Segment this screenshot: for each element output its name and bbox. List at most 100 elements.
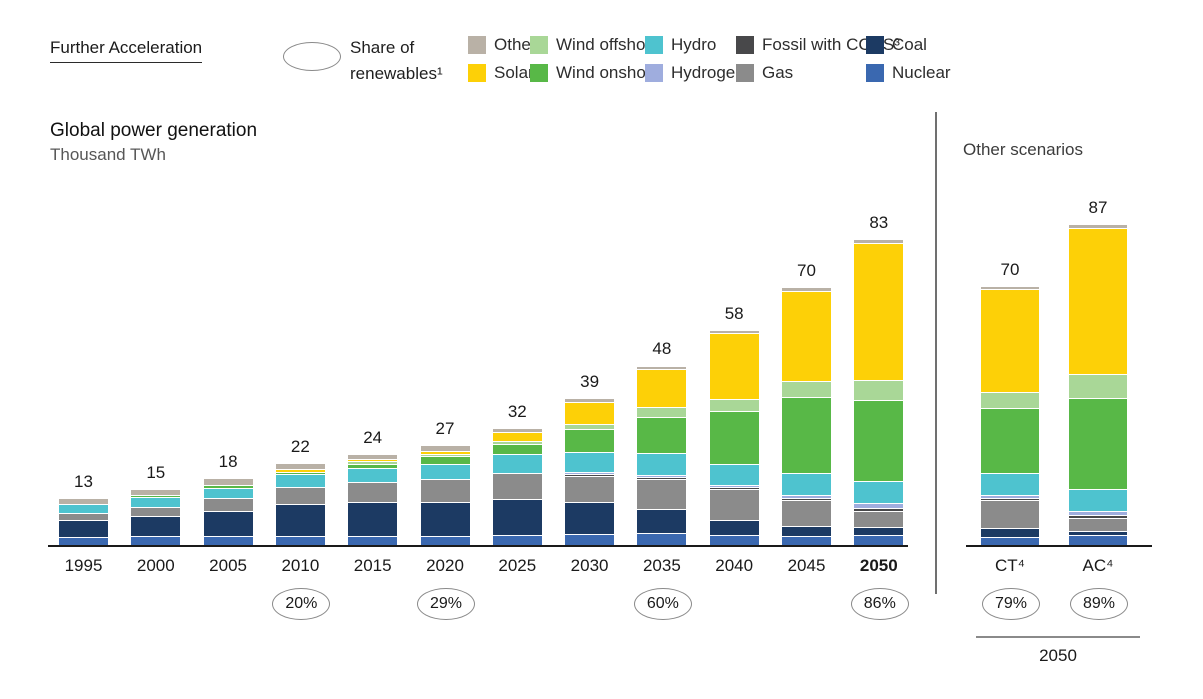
segment-wind-onshore [981, 409, 1039, 475]
share-label-line2: renewables¹ [350, 64, 443, 83]
segment-wind-onshore [275, 472, 325, 476]
segment-solar [492, 433, 542, 443]
segment-wind-onshore [709, 411, 759, 465]
segment-wind-offshore [854, 380, 904, 402]
legend-item-coal: Coal [866, 35, 927, 55]
segment-wind-onshore [1069, 399, 1127, 490]
segment-other [709, 331, 759, 335]
segment-wind-onshore [637, 417, 687, 455]
bar-total-label: 48 [652, 339, 672, 359]
segment-wind-offshore [637, 407, 687, 418]
segment-fossil-with-ccus [981, 498, 1039, 501]
segment-hydro [1069, 489, 1127, 513]
segment-hydro [492, 454, 542, 475]
legend-swatch-gas [736, 64, 754, 82]
segment-gas [420, 480, 470, 503]
legend-swatch-solar [468, 64, 486, 82]
segment-gas [981, 500, 1039, 529]
segment-hydro [203, 488, 253, 500]
legend-item-gas: Gas [736, 63, 793, 83]
scenario-year-underline [976, 636, 1140, 638]
legend-item-solar: Solar [468, 63, 534, 83]
segment-coal [203, 512, 253, 537]
segment-coal [275, 505, 325, 537]
segment-other [565, 399, 615, 403]
scenario-axis-line [966, 545, 1152, 547]
segment-nuclear [275, 536, 325, 547]
segment-wind-offshore [348, 462, 398, 465]
legend-label: Wind offshore [556, 35, 661, 54]
segment-hydrogen [565, 473, 615, 476]
segment-gas [59, 514, 108, 522]
category-label-2025: 2025 [498, 556, 537, 575]
bar-2030 [565, 399, 615, 547]
segment-wind-onshore [565, 429, 615, 454]
segment-coal [854, 528, 904, 536]
category-label-2010: 2010 [281, 556, 320, 575]
category-label-2020: 2020 [426, 556, 464, 575]
segment-coal [637, 509, 687, 534]
category-label-2040: 2040 [715, 556, 754, 575]
legend: Other² Solar Wind offshore Wind onshore Hydr… [0, 0, 1203, 95]
legend-swatch-fossil-with-ccus [736, 36, 754, 54]
bar-total-label: 58 [724, 304, 744, 324]
segment-wind-offshore [709, 399, 759, 412]
bar-2045 [782, 288, 831, 547]
segment-gas [709, 490, 759, 521]
segment-hydrogen [637, 475, 687, 478]
segment-nuclear [348, 537, 398, 547]
bar-2020 [420, 445, 470, 547]
segment-hydro [348, 468, 398, 483]
segment-wind-onshore [492, 444, 542, 455]
segment-nuclear [203, 536, 253, 547]
segment-wind-onshore [203, 486, 253, 489]
segment-coal [492, 500, 542, 536]
bar-2010 [275, 463, 325, 547]
category-label-2030: 2030 [570, 556, 609, 575]
ellipse-icon [283, 42, 341, 71]
segment-hydro [131, 497, 181, 508]
bar-2025 [492, 428, 542, 547]
segment-hydrogen [709, 486, 759, 489]
category-label-2035: 2035 [642, 556, 681, 575]
segment-coal [131, 517, 181, 538]
share-of-renewables-label: Share of renewables¹ [350, 35, 443, 87]
segment-hydrogen [854, 504, 904, 509]
category-label-ac: AC⁴ [1082, 556, 1114, 575]
bar-total-label: 15 [146, 462, 166, 482]
category-label-2005: 2005 [209, 556, 247, 575]
legend-item-nuclear: Nuclear [866, 63, 951, 83]
segment-wind-onshore [420, 457, 470, 465]
legend-label: Fossil with CCUS³ [762, 35, 900, 54]
segment-wind-offshore [1069, 375, 1127, 400]
segment-wind-offshore [420, 455, 470, 458]
segment-gas [348, 483, 398, 504]
segment-wind-offshore [981, 393, 1039, 410]
segment-solar [275, 470, 325, 473]
bar-2035 [637, 366, 687, 547]
segment-other [782, 288, 831, 292]
legend-swatch-hydrogen [645, 64, 663, 82]
segment-fossil-with-ccus [709, 488, 759, 491]
bar-1995 [59, 498, 108, 547]
legend-item-wind-onshore: Wind onshore [530, 63, 661, 83]
segment-solar [981, 290, 1039, 394]
other-scenarios-title: Other scenarios [963, 140, 1083, 159]
scenario-year-label: 2050 [1039, 646, 1077, 665]
renewables-share-badge: 60% [633, 588, 692, 620]
segment-hydro [420, 464, 470, 481]
share-label-line1: Share of [350, 38, 415, 57]
bar-total-label: 39 [580, 372, 600, 392]
segment-other [348, 455, 398, 461]
legend-label: Hydro [671, 35, 717, 54]
segment-gas [782, 500, 831, 527]
segment-nuclear [492, 535, 542, 547]
segment-nuclear [709, 536, 759, 547]
segment-gas [1069, 519, 1127, 532]
segment-solar [709, 334, 759, 400]
chart-title: Global power generation [50, 120, 258, 141]
segment-coal [348, 503, 398, 538]
segment-wind-offshore [492, 442, 542, 445]
bar-2000 [131, 489, 181, 547]
